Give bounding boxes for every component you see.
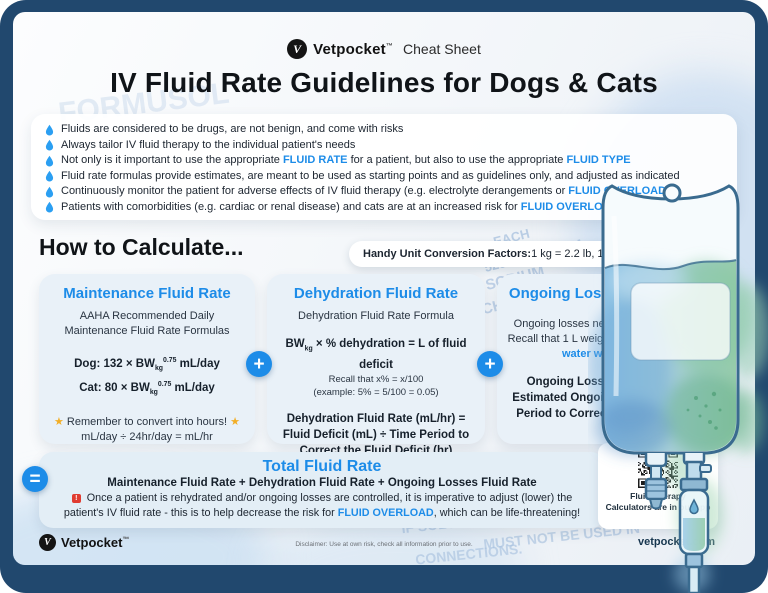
ongoing-body: Ongoing losses need to be estimated. Rec… bbox=[507, 318, 705, 360]
bullet-item: Continuously monitor the patient for adv… bbox=[45, 184, 723, 199]
cat-formula: Cat: 80 × BWkg0.75 mL/day bbox=[79, 381, 215, 397]
maintenance-fluid-rate-card: Maintenance Fluid Rate AAHA Recommended … bbox=[39, 274, 255, 444]
percent-note: Recall that x% = x/100 bbox=[328, 374, 424, 386]
bullet-item: Fluids are considered to be drugs, are n… bbox=[45, 122, 723, 137]
card-title: Dehydration Fluid Rate bbox=[293, 285, 459, 302]
total-fluid-rate-card: Total Fluid Rate Maintenance Fluid Rate … bbox=[39, 452, 605, 528]
total-title: Total Fluid Rate bbox=[262, 458, 382, 475]
bullet-list: Fluids are considered to be drugs, are n… bbox=[45, 122, 723, 215]
trademark: ™ bbox=[385, 42, 394, 50]
card-subtitle: AAHA Recommended Daily Maintenance Fluid… bbox=[64, 310, 230, 337]
brand-name: Vetpocket™ bbox=[313, 40, 394, 58]
card-title: Ongoing Losses Fluid Rate bbox=[508, 285, 704, 302]
star-icon: ★ bbox=[230, 416, 241, 429]
footer-brand: V Vetpocket™ bbox=[39, 534, 129, 551]
key-points-panel: Fluids are considered to be drugs, are n… bbox=[31, 114, 737, 220]
sheet-label: Cheat Sheet bbox=[403, 41, 481, 57]
ongoing-formula: Ongoing Losses Fluid Rate = Estimated On… bbox=[512, 376, 700, 420]
website-text: vetpocket.com bbox=[638, 536, 716, 548]
unit-conversion-pill: Handy Unit Conversion Factors: 1 kg = 2.… bbox=[349, 241, 685, 267]
qr-panel: Fluid Therapy Calculators are in our app bbox=[598, 443, 718, 529]
poster-page: FORMUSOLEACH526 mg SODIUMSODIUMCHLORIDEP… bbox=[13, 12, 755, 565]
total-warning: ! Once a patient is rehydrated and/or on… bbox=[63, 492, 581, 519]
star-icon: ★ bbox=[53, 416, 64, 429]
vetpocket-logo-icon: V bbox=[287, 39, 308, 59]
droplet-icon bbox=[45, 139, 54, 151]
header-brand-row: V Vetpocket™ Cheat Sheet bbox=[13, 39, 755, 59]
pill-value: 1 kg = 2.2 lb, 1 L = 1,000 mL bbox=[531, 248, 671, 260]
bullet-item: Fluid rate formulas provide estimates, a… bbox=[45, 169, 723, 184]
plus-icon: + bbox=[477, 351, 503, 377]
droplet-icon bbox=[45, 186, 54, 198]
ongoing-losses-fluid-rate-card: Ongoing Losses Fluid Rate Ongoing losses… bbox=[497, 274, 715, 444]
plus-icon: + bbox=[246, 351, 272, 377]
dog-formula: Dog: 132 × BWkg0.75 mL/day bbox=[74, 357, 220, 373]
dehydration-fluid-rate-card: Dehydration Fluid Rate Dehydration Fluid… bbox=[267, 274, 485, 457]
bullet-item: Not only is it important to use the appr… bbox=[45, 153, 723, 168]
card-title: Maintenance Fluid Rate bbox=[63, 285, 231, 302]
qr-code bbox=[638, 448, 678, 488]
dehydration-formula-1: BWkg × % dehydration = L of fluid defici… bbox=[285, 338, 467, 372]
bullet-item: Patients with comorbidities (e.g. cardia… bbox=[45, 200, 723, 215]
vetpocket-logo-icon: V bbox=[39, 534, 56, 551]
droplet-icon bbox=[45, 170, 54, 182]
qr-caption: Fluid Therapy Calculators are in our app bbox=[605, 491, 711, 512]
bullet-item: Always tailor IV fluid therapy to the in… bbox=[45, 138, 723, 153]
page-title: IV Fluid Rate Guidelines for Dogs & Cats bbox=[110, 67, 658, 98]
droplet-icon bbox=[45, 124, 54, 136]
total-formula: Maintenance Fluid Rate + Dehydration Flu… bbox=[107, 477, 537, 489]
equals-icon: = bbox=[22, 466, 48, 492]
alert-icon: ! bbox=[71, 494, 81, 503]
trademark: ™ bbox=[122, 536, 130, 544]
how-to-calculate-heading: How to Calculate... bbox=[39, 234, 244, 260]
pill-label: Handy Unit Conversion Factors: bbox=[363, 248, 532, 260]
disclaimer-text: Disclaimer: Use at own risk, check all i… bbox=[295, 541, 473, 548]
droplet-icon bbox=[45, 201, 54, 213]
card-subtitle: Dehydration Fluid Rate Formula bbox=[298, 310, 454, 322]
reminder-line: ★ Remember to convert into hours! ★ bbox=[53, 416, 241, 429]
percent-example: (example: 5% = 5/100 = 0.05) bbox=[313, 387, 439, 399]
hour-conversion-line: mL/day ÷ 24hr/day = mL/hr bbox=[81, 431, 213, 444]
droplet-icon bbox=[45, 155, 54, 167]
